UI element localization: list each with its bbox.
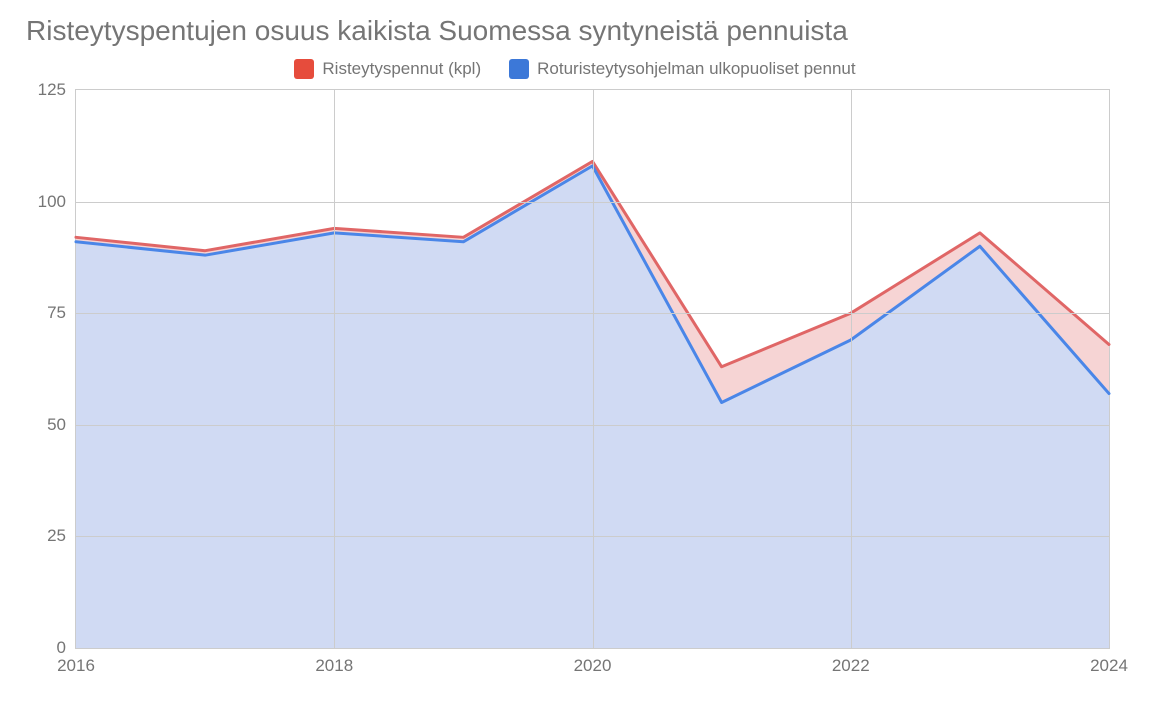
x-tick-label: 2018 bbox=[315, 648, 353, 676]
x-tick-label: 2024 bbox=[1090, 648, 1128, 676]
legend-item-1: Roturisteytysohjelman ulkopuoliset pennu… bbox=[509, 59, 855, 79]
y-tick-label: 75 bbox=[47, 303, 76, 323]
legend-label-1: Roturisteytysohjelman ulkopuoliset pennu… bbox=[537, 59, 855, 79]
gridline-v bbox=[851, 90, 852, 648]
legend: Risteytyspennut (kpl) Roturisteytysohjel… bbox=[20, 59, 1130, 79]
chart-container: Risteytyspentujen osuus kaikista Suomess… bbox=[0, 0, 1150, 727]
y-tick-label: 50 bbox=[47, 415, 76, 435]
chart-title: Risteytyspentujen osuus kaikista Suomess… bbox=[26, 15, 1130, 47]
plot-wrap: 025507510012520162018202020222024 bbox=[75, 89, 1110, 679]
legend-swatch-1 bbox=[509, 59, 529, 79]
x-tick-label: 2016 bbox=[57, 648, 95, 676]
legend-item-0: Risteytyspennut (kpl) bbox=[294, 59, 481, 79]
x-tick-label: 2022 bbox=[832, 648, 870, 676]
plot-area: 025507510012520162018202020222024 bbox=[75, 89, 1110, 649]
gridline-v bbox=[334, 90, 335, 648]
y-tick-label: 100 bbox=[38, 192, 76, 212]
legend-label-0: Risteytyspennut (kpl) bbox=[322, 59, 481, 79]
x-tick-label: 2020 bbox=[574, 648, 612, 676]
gridline-v bbox=[593, 90, 594, 648]
y-tick-label: 125 bbox=[38, 80, 76, 100]
y-tick-label: 25 bbox=[47, 526, 76, 546]
legend-swatch-0 bbox=[294, 59, 314, 79]
